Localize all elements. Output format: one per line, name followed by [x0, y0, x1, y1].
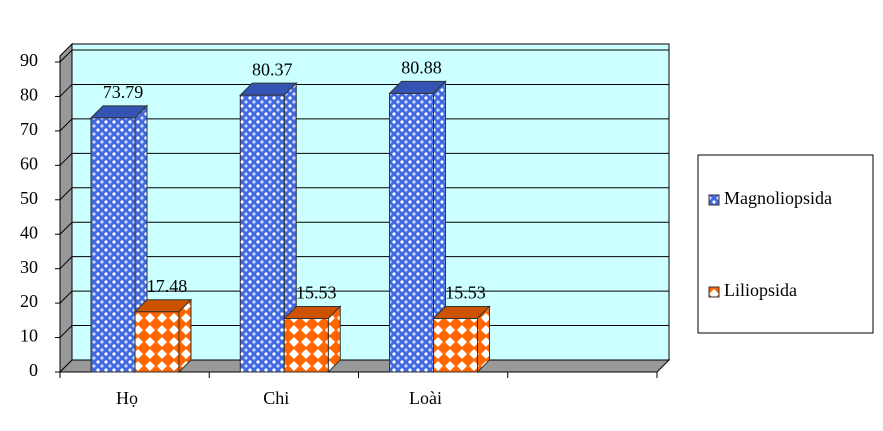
value-label: 73.79: [103, 82, 144, 102]
grid-line: [59, 187, 669, 201]
side-wall: [59, 42, 73, 374]
x-tick-label: Họ: [116, 388, 138, 408]
bar: [432, 305, 491, 374]
y-tick-label: 60: [20, 153, 38, 173]
y-tick-label: 20: [20, 291, 38, 311]
value-label: 80.37: [252, 59, 293, 79]
bar-front: [134, 311, 180, 373]
bar: [133, 298, 193, 374]
value-label: 80.88: [401, 58, 442, 78]
y-tick-label: 50: [20, 188, 38, 208]
value-label: 15.53: [296, 283, 337, 303]
y-tick-label: 90: [20, 50, 38, 70]
bar: [89, 104, 149, 374]
legend-box: [697, 154, 874, 334]
grid-line: [59, 221, 669, 235]
legend-label: Magnoliopsida: [724, 188, 832, 208]
grid-line: [59, 83, 669, 97]
legend-label: Liliopsida: [724, 280, 797, 300]
grid-line: [59, 290, 669, 304]
value-label: 15.53: [445, 283, 486, 303]
bar-front: [283, 318, 329, 373]
y-tick-label: 40: [20, 222, 38, 242]
grid-line: [59, 118, 669, 132]
x-tick-label: Loài: [409, 388, 442, 408]
bar-side: [477, 305, 490, 374]
y-tick-label: 80: [20, 85, 38, 105]
value-label: 17.48: [147, 276, 188, 296]
y-tick-label: 10: [20, 326, 38, 346]
bar-front: [389, 92, 434, 373]
grid-line: [59, 152, 669, 166]
bar-side: [178, 298, 192, 374]
y-tick-label: 70: [20, 119, 38, 139]
bar-front: [433, 318, 478, 373]
grid-line: [59, 256, 669, 270]
bar-front: [239, 94, 285, 373]
y-tick-label: 30: [20, 257, 38, 277]
grid-line: [59, 49, 669, 63]
legend-swatch: [708, 286, 720, 298]
x-tick-label: Chi: [263, 388, 289, 408]
bar: [388, 80, 447, 374]
bar-front: [90, 117, 136, 373]
legend-swatch: [708, 194, 720, 206]
bar: [239, 81, 298, 374]
y-tick-label: 0: [29, 360, 38, 380]
bar: [283, 305, 342, 374]
bar-side: [327, 305, 341, 374]
